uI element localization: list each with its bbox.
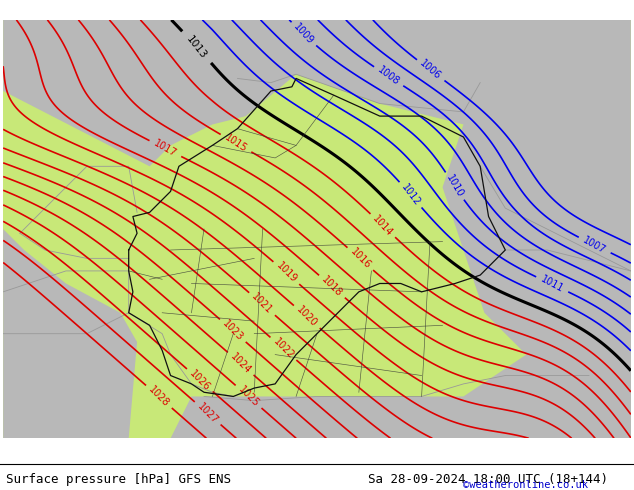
Polygon shape [3, 20, 631, 438]
Text: 1017: 1017 [152, 138, 179, 159]
Text: 1019: 1019 [274, 261, 299, 285]
Text: 1011: 1011 [539, 274, 566, 294]
Text: 1023: 1023 [221, 318, 245, 343]
Text: 1016: 1016 [348, 246, 372, 271]
Text: 1026: 1026 [188, 368, 212, 392]
Text: 1009: 1009 [292, 22, 316, 47]
Text: 1018: 1018 [320, 274, 344, 299]
Text: Surface pressure [hPa] GFS ENS: Surface pressure [hPa] GFS ENS [6, 473, 231, 486]
Text: 1006: 1006 [418, 58, 443, 82]
Text: 1022: 1022 [271, 337, 295, 361]
Text: 1028: 1028 [146, 385, 171, 409]
Text: 1012: 1012 [399, 182, 422, 208]
Text: Sa 28-09-2024 18:00 UTC (18+144): Sa 28-09-2024 18:00 UTC (18+144) [368, 473, 608, 486]
Text: 1008: 1008 [376, 65, 401, 88]
Text: 1013: 1013 [184, 34, 209, 61]
Text: 1021: 1021 [250, 292, 275, 316]
Text: 1014: 1014 [371, 213, 395, 238]
Polygon shape [171, 292, 631, 438]
Text: 1007: 1007 [581, 235, 608, 255]
Text: ©weatheronline.co.uk: ©weatheronline.co.uk [463, 480, 588, 490]
Text: 1025: 1025 [236, 385, 261, 409]
Polygon shape [3, 229, 137, 438]
Text: 1015: 1015 [223, 132, 249, 154]
Text: 1024: 1024 [228, 351, 253, 376]
Text: 1010: 1010 [444, 173, 465, 199]
Text: 1027: 1027 [195, 401, 220, 425]
Text: 1020: 1020 [295, 305, 319, 329]
